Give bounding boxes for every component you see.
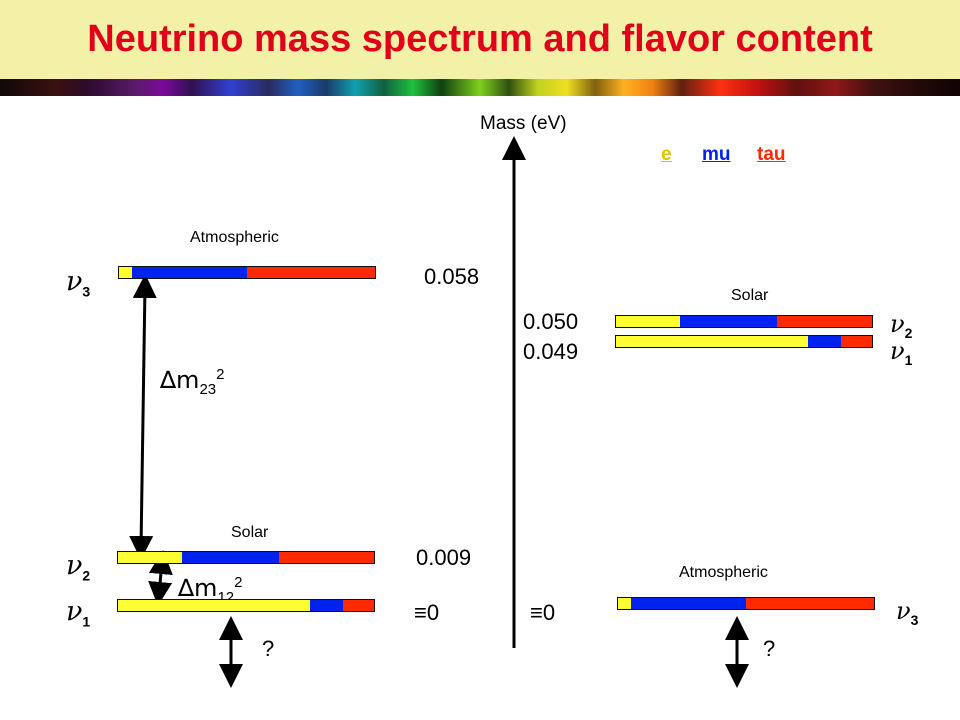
segment-mu [630,598,746,609]
left-nu1-bar [117,599,375,612]
right-mass-0049: 0.049 [523,339,579,364]
slide-title: Neutrino mass spectrum and flavor conten… [87,18,873,60]
dm23-label: ∆m232 [160,366,225,398]
segment-tau [343,600,374,611]
right-nu2-symbol: ν2 [890,310,913,341]
right-question: ? [763,636,776,661]
left-atmospheric-label: Atmospheric [190,229,279,246]
segment-e [119,267,132,278]
right-nu3-bar [617,597,875,610]
right-nu3-symbol: ν3 [896,597,919,628]
segment-tau [246,267,375,278]
segment-mu [310,600,344,611]
segment-e [616,316,680,327]
right-solar-label: Solar [731,287,769,304]
left-zero: ≡0 [414,600,440,625]
dm12-label: ∆m122 [178,574,243,606]
legend-mu: mu [702,144,731,165]
segment-mu [182,552,280,563]
left-nu3-bar [118,266,376,279]
right-zero: ≡0 [530,600,556,625]
segment-tau [745,598,874,609]
segment-mu [131,267,247,278]
segment-e [118,600,310,611]
left-mass-0058: 0.058 [424,264,480,289]
segment-e [616,336,808,347]
dm12-arrow [148,550,173,606]
segment-tau [841,336,872,347]
segment-tau [279,552,374,563]
legend-tau: tau [757,144,786,165]
spectrum-strip [0,79,960,96]
mass-axis-label: Mass (eV) [480,113,567,134]
segment-mu [808,336,842,347]
left-nu2-bar [117,551,375,564]
segment-e [618,598,631,609]
legend-e: e [661,144,672,165]
segment-e [118,552,182,563]
right-atmospheric-label: Atmospheric [679,564,768,581]
left-question: ? [262,636,275,661]
segment-tau [777,316,872,327]
segment-mu [680,316,778,327]
right-mass-0050: 0.050 [523,309,579,334]
right-nu1-bar [615,335,873,348]
left-mass-0009: 0.009 [416,545,472,570]
left-nu1-symbol: ν1 [66,596,91,630]
right-nu2-bar [615,315,873,328]
left-solar-label: Solar [231,524,269,541]
right-nu1-symbol: ν1 [890,337,913,368]
title-banner [0,0,960,79]
left-nu2-symbol: ν2 [66,550,91,584]
dm23-arrow [129,274,157,560]
left-nu3-symbol: ν3 [66,266,91,300]
